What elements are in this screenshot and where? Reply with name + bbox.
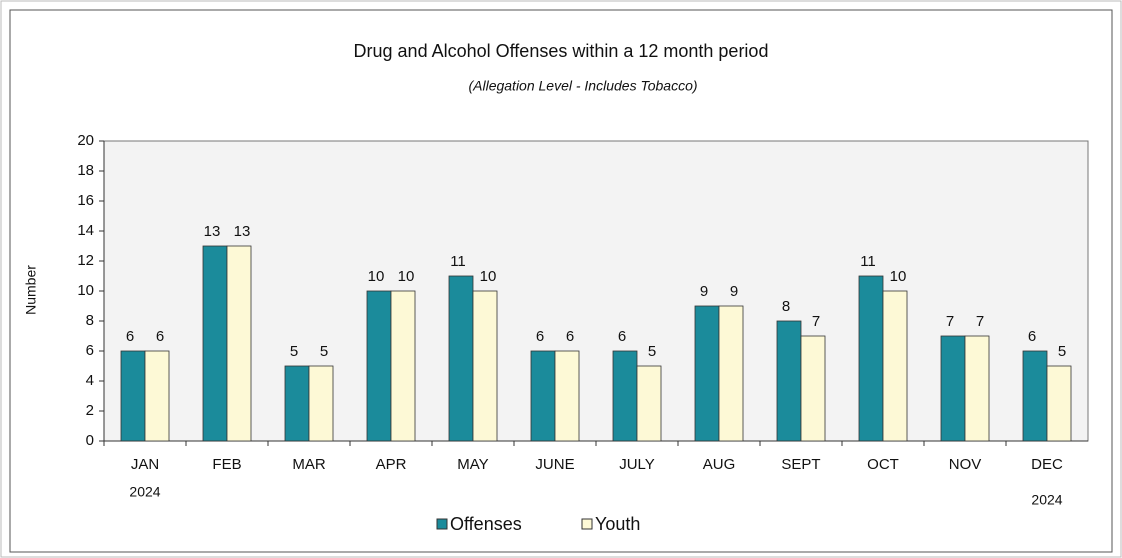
bar [1022,350,1048,442]
value-label: 5 [1058,343,1066,360]
bar [308,365,334,442]
x-tick-label: MAY [457,456,488,473]
value-label: 7 [812,313,820,330]
value-label: 8 [782,298,790,315]
x-tick-label: OCT [867,456,899,473]
bar [554,350,580,442]
bar [964,335,990,442]
y-tick-label: 6 [86,342,94,359]
value-label: 10 [890,268,907,285]
value-label: 13 [234,223,251,240]
bar [226,245,252,442]
bar [612,350,638,442]
x-tick-label: JULY [619,456,655,473]
bar [120,350,146,442]
value-label: 6 [536,328,544,345]
bar [202,245,228,442]
value-label: 10 [368,268,385,285]
x-tick-label: JAN [131,456,159,473]
annotation: 2024 [1031,492,1062,508]
bar [284,365,310,442]
bar [366,290,392,442]
y-tick-label: 12 [77,252,94,269]
bar [390,290,416,442]
bar [718,305,744,442]
legend-swatch [581,518,593,530]
y-tick-label: 0 [86,432,94,449]
legend-swatch [436,518,448,530]
bar [776,320,802,442]
x-tick-label: APR [376,456,407,473]
chart-subtitle: (Allegation Level - Includes Tobacco) [468,78,697,94]
x-tick-label: DEC [1031,456,1063,473]
x-tick-label: JUNE [535,456,574,473]
value-label: 9 [730,283,738,300]
bar [800,335,826,442]
bar [694,305,720,442]
y-tick-label: 4 [86,372,94,389]
x-tick-label: SEPT [781,456,820,473]
value-label: 10 [398,268,415,285]
x-tick-label: FEB [212,456,241,473]
value-label: 13 [204,223,221,240]
plot-area [103,140,1089,442]
value-label: 5 [320,343,328,360]
bar [940,335,966,442]
y-tick-label: 14 [77,222,94,239]
x-tick-label: NOV [949,456,982,473]
value-label: 6 [618,328,626,345]
value-label: 6 [156,328,164,345]
y-tick-label: 18 [77,162,94,179]
legend-label: Youth [595,514,640,534]
value-label: 6 [126,328,134,345]
x-tick-label: MAR [292,456,326,473]
value-label: 6 [566,328,574,345]
annotation: 2024 [129,484,160,500]
bar [530,350,556,442]
bar [144,350,170,442]
y-tick-label: 16 [77,192,94,209]
value-label: 9 [700,283,708,300]
y-tick-label: 10 [77,282,94,299]
bar [636,365,662,442]
value-label: 11 [450,253,466,270]
value-label: 7 [976,313,984,330]
bar [882,290,908,442]
y-tick-label: 8 [86,312,94,329]
value-label: 6 [1028,328,1036,345]
legend-label: Offenses [450,514,522,534]
y-axis-label: Number [23,265,39,315]
chart-title: Drug and Alcohol Offenses within a 12 mo… [354,41,769,61]
value-label: 5 [648,343,656,360]
y-tick-label: 20 [77,132,94,149]
bar [858,275,884,442]
value-label: 10 [480,268,497,285]
value-label: 7 [946,313,954,330]
value-label: 5 [290,343,298,360]
bar [472,290,498,442]
bar [448,275,474,442]
y-tick-label: 2 [86,402,94,419]
x-tick-label: AUG [703,456,736,473]
value-label: 11 [860,253,876,270]
bar [1046,365,1072,442]
